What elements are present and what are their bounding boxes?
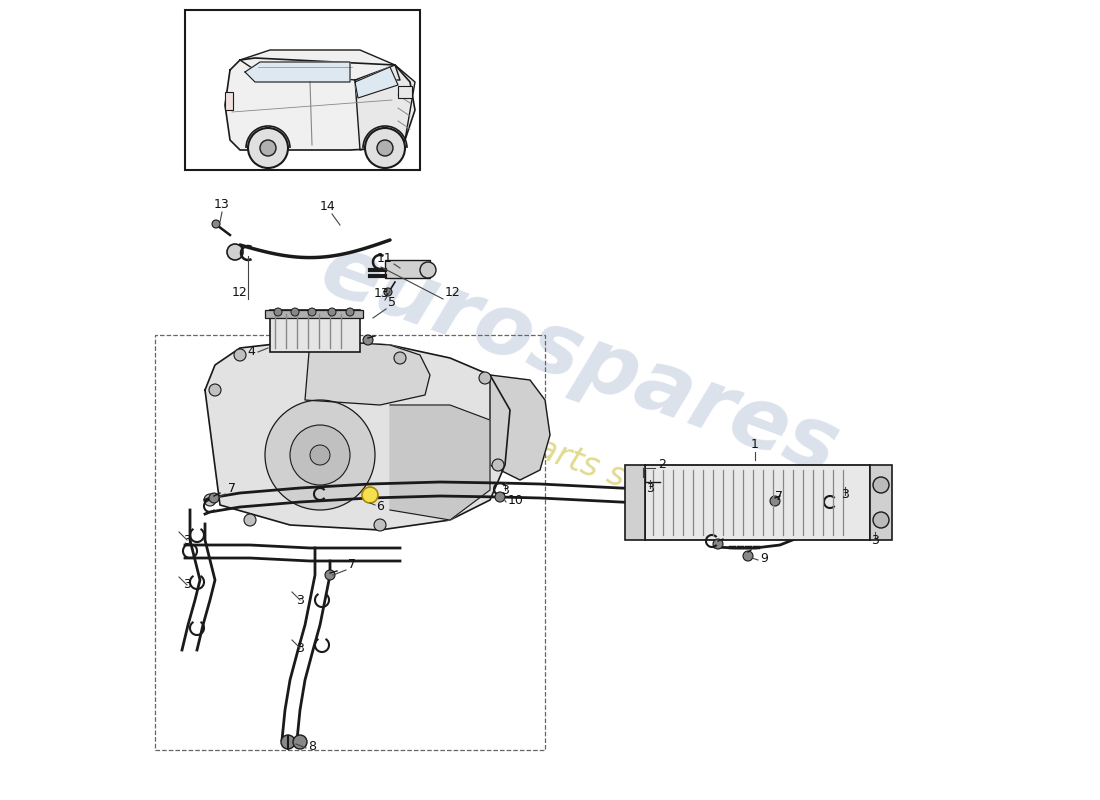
- Circle shape: [265, 400, 375, 510]
- Circle shape: [248, 128, 288, 168]
- Circle shape: [328, 308, 336, 316]
- Circle shape: [346, 308, 354, 316]
- Circle shape: [209, 493, 219, 503]
- Circle shape: [770, 496, 780, 506]
- Polygon shape: [240, 50, 400, 80]
- Text: a place for parts since 1985: a place for parts since 1985: [336, 360, 785, 550]
- Circle shape: [204, 494, 216, 506]
- Text: 14: 14: [320, 200, 336, 213]
- Text: 3: 3: [296, 642, 304, 654]
- Text: 3: 3: [183, 578, 191, 591]
- Circle shape: [310, 445, 330, 465]
- Text: 1: 1: [751, 438, 759, 451]
- Polygon shape: [355, 65, 415, 150]
- Circle shape: [478, 372, 491, 384]
- Circle shape: [293, 735, 307, 749]
- Bar: [625, 465, 645, 540]
- Text: 3: 3: [296, 594, 304, 606]
- Circle shape: [362, 487, 378, 503]
- Circle shape: [363, 335, 373, 345]
- Text: eurospares: eurospares: [310, 228, 850, 492]
- Circle shape: [234, 349, 246, 361]
- Bar: [385, 260, 430, 278]
- Text: 4: 4: [248, 345, 255, 358]
- Text: 3: 3: [646, 482, 653, 494]
- Circle shape: [290, 425, 350, 485]
- Text: 7: 7: [348, 558, 356, 571]
- Polygon shape: [226, 58, 415, 150]
- Bar: [645, 465, 870, 540]
- Circle shape: [384, 288, 392, 296]
- Bar: [398, 86, 412, 98]
- Circle shape: [420, 262, 436, 278]
- Polygon shape: [305, 340, 430, 405]
- Circle shape: [365, 128, 405, 168]
- Circle shape: [873, 477, 889, 493]
- Text: 3: 3: [842, 489, 849, 502]
- Polygon shape: [245, 62, 350, 82]
- Circle shape: [260, 140, 276, 156]
- Circle shape: [209, 384, 221, 396]
- Polygon shape: [390, 405, 490, 520]
- Text: 3: 3: [871, 534, 879, 546]
- Text: 3: 3: [502, 483, 509, 497]
- Bar: [265, 310, 363, 318]
- Text: 9: 9: [760, 552, 768, 565]
- Circle shape: [324, 570, 336, 580]
- Bar: [226, 92, 233, 110]
- Bar: [270, 310, 360, 352]
- Text: 10: 10: [508, 494, 524, 507]
- Polygon shape: [355, 67, 398, 98]
- Circle shape: [495, 492, 505, 502]
- Text: 3: 3: [183, 534, 191, 546]
- Bar: [870, 465, 892, 540]
- Bar: [185, 10, 420, 170]
- Circle shape: [492, 459, 504, 471]
- Text: 6: 6: [376, 500, 384, 513]
- Circle shape: [292, 308, 299, 316]
- Circle shape: [873, 512, 889, 528]
- Bar: [155, 335, 544, 750]
- Circle shape: [274, 308, 282, 316]
- Circle shape: [244, 514, 256, 526]
- Text: 12: 12: [232, 286, 248, 299]
- Circle shape: [227, 244, 243, 260]
- Circle shape: [742, 551, 754, 561]
- Text: 7: 7: [776, 490, 783, 503]
- Text: 2: 2: [658, 458, 666, 471]
- Text: 7: 7: [228, 482, 236, 495]
- Polygon shape: [490, 375, 550, 480]
- Polygon shape: [205, 340, 510, 530]
- Circle shape: [377, 140, 393, 156]
- Circle shape: [212, 220, 220, 228]
- Circle shape: [713, 539, 723, 549]
- Text: 11: 11: [376, 252, 392, 265]
- Text: 5: 5: [388, 296, 396, 309]
- Circle shape: [394, 352, 406, 364]
- Text: 8: 8: [308, 740, 316, 753]
- Circle shape: [308, 308, 316, 316]
- Text: 13: 13: [374, 287, 389, 300]
- Circle shape: [280, 735, 295, 749]
- Text: 13: 13: [214, 198, 230, 211]
- Circle shape: [374, 519, 386, 531]
- Text: 12: 12: [446, 286, 461, 299]
